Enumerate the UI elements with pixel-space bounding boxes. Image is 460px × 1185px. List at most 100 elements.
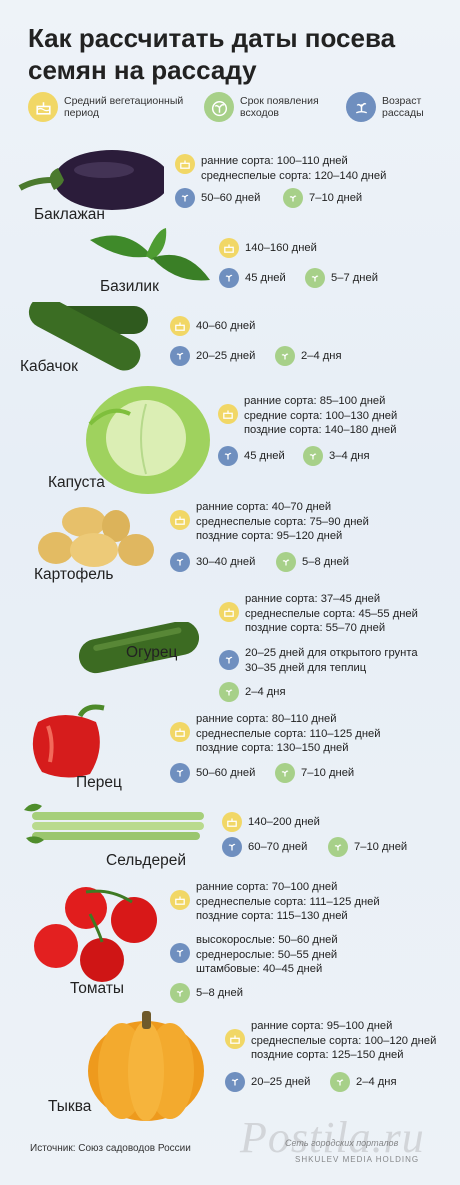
- vegetable-name: Капуста: [48, 474, 105, 491]
- eggplant-image: [18, 150, 164, 210]
- age-value: 20–25 дней: [251, 1076, 311, 1088]
- vegetation-line: поздние сорта: 125–150 дней: [251, 1049, 404, 1061]
- vegetable-pumpkin: Тыква ранние сорта: 95–100 дней среднесп…: [0, 1005, 460, 1121]
- basil-image: [90, 228, 210, 281]
- sprout-icon: [275, 763, 295, 783]
- age-line: 20–25 дней для открытого грунта: [245, 647, 418, 659]
- vegetation-line: поздние сорта: 130–150 дней: [196, 742, 349, 754]
- sprouts-row: 2–4 дня: [330, 1072, 397, 1092]
- sprouts-row: 5–8 дней: [170, 983, 243, 1003]
- vegetable-name: Томаты: [70, 980, 125, 997]
- vegetation-value: 140–200 дней: [248, 816, 320, 828]
- vegetation-lines: ранние сорта: 80–110 дней среднеспелые с…: [196, 712, 380, 756]
- seedling-hand-icon: [218, 446, 238, 466]
- seedling-hand-icon: [170, 346, 190, 366]
- sprout-icon: [204, 92, 234, 122]
- tomatoes-image: [34, 887, 157, 982]
- age-value: 50–60 дней: [201, 192, 261, 204]
- vegetation-lines: ранние сорта: 37–45 дней среднеспелые со…: [245, 592, 418, 636]
- age-row: высокорослые: 50–60 дней среднерослые: 5…: [170, 933, 338, 977]
- vegetation-line: ранние сорта: 95–100 дней: [251, 1020, 393, 1032]
- watermark-caption: Сеть городских порталов: [285, 1138, 399, 1148]
- source-note: Источник: Союз садоводов России: [30, 1143, 191, 1154]
- vegetation-lines: ранние сорта: 40–70 дней среднеспелые со…: [196, 500, 369, 544]
- sprout-icon: [276, 552, 296, 572]
- page-title: Как рассчитать даты посева семян на расс…: [28, 23, 396, 85]
- legend-vegetation-label: Средний вегетационный период: [64, 95, 184, 119]
- cake-icon: [219, 238, 239, 258]
- age-value: 45 дней: [244, 450, 285, 462]
- vegetation-line: среднеспелые сорта: 120–140 дней: [201, 169, 387, 182]
- vegetation-row: ранние сорта: 37–45 дней среднеспелые со…: [219, 592, 418, 636]
- age-row: 45 дней: [219, 268, 286, 288]
- age-lines: высокорослые: 50–60 дней среднерослые: 5…: [196, 933, 338, 977]
- vegetation-row: ранние сорта: 80–110 дней среднеспелые с…: [170, 712, 380, 756]
- age-value: 20–25 дней: [196, 350, 256, 362]
- age-value: 45 дней: [245, 272, 286, 284]
- vegetation-row: ранние сорта: 70–100 дней среднеспелые с…: [170, 880, 380, 924]
- vegetation-line: ранние сорта: 40–70 дней: [196, 501, 332, 513]
- age-row: 30–40 дней: [170, 552, 255, 572]
- vegetation-row: ранние сорта: 100–110 дней среднеспелые …: [175, 154, 386, 183]
- vegetation-line: поздние сорта: 55–70 дней: [245, 622, 386, 634]
- legend-age: Возраст рассады: [346, 92, 452, 122]
- cucumber-image: [78, 622, 200, 674]
- sprouts-row: 3–4 дня: [303, 446, 370, 466]
- zucchini-image: [28, 302, 148, 371]
- sprouts-value: 2–4 дня: [301, 350, 342, 362]
- sprouts-row: 5–8 дней: [276, 552, 349, 572]
- sprouts-value: 7–10 дней: [301, 767, 355, 779]
- age-row: 50–60 дней: [175, 188, 260, 208]
- vegetation-row: 140–160 дней: [219, 238, 317, 258]
- sprouts-row: 7–10 дней: [275, 763, 354, 783]
- sprouts-value: 7–10 дней: [354, 841, 408, 853]
- age-row: 60–70 дней: [222, 837, 307, 857]
- vegetation-row: 140–200 дней: [222, 812, 320, 832]
- seedling-hand-icon: [219, 268, 239, 288]
- seedling-hand-icon: [170, 552, 190, 572]
- age-value: 50–60 дней: [196, 767, 256, 779]
- sprout-icon: [328, 837, 348, 857]
- vegetable-basil: Базилик 140–160 дней 45 дней 5–7 дней: [0, 226, 460, 298]
- vegetable-zucchini: Кабачок 40–60 дней 20–25 дней 2–4 дня: [0, 302, 460, 382]
- seedling-hand-icon: [222, 837, 242, 857]
- cake-icon: [218, 404, 238, 424]
- age-row: 50–60 дней: [170, 763, 255, 783]
- cake-icon: [222, 812, 242, 832]
- vegetable-eggplant: Баклажан ранние сорта: 100–110 дней сред…: [0, 140, 460, 230]
- sprouts-value: 5–7 дней: [331, 272, 378, 284]
- vegetation-line: средние сорта: 100–130 дней: [244, 409, 398, 422]
- age-value: 30–40 дней: [196, 556, 256, 568]
- vegetation-lines: ранние сорта: 100–110 дней среднеспелые …: [201, 154, 386, 183]
- age-row: 20–25 дней: [170, 346, 255, 366]
- vegetation-row: ранние сорта: 40–70 дней среднеспелые со…: [170, 500, 369, 544]
- vegetable-potato: Картофель ранние сорта: 40–70 дней средн…: [0, 500, 460, 595]
- seedling-hand-icon: [225, 1072, 245, 1092]
- sprout-icon: [219, 682, 239, 702]
- pumpkin-image: [88, 1011, 204, 1121]
- vegetation-line: поздние сорта: 140–180 дней: [244, 424, 397, 436]
- vegetation-line: поздние сорта: 115–130 дней: [196, 910, 348, 922]
- sprouts-row: 7–10 дней: [283, 188, 362, 208]
- potato-image: [38, 507, 154, 567]
- vegetable-name: Кабачок: [20, 358, 78, 375]
- vegetation-line: ранние сорта: 80–110 дней: [196, 713, 337, 725]
- vegetation-line: ранние сорта: 70–100 дней: [196, 881, 338, 893]
- age-line: среднерослые: 50–55 дней: [196, 948, 338, 961]
- vegetation-line: среднеспелые сорта: 111–125 дней: [196, 895, 380, 908]
- vegetation-line: среднеспелые сорта: 45–55 дней: [245, 607, 418, 620]
- sprouts-value: 3–4 дня: [329, 450, 370, 462]
- sprouts-value: 2–4 дня: [356, 1076, 397, 1088]
- cabbage-image: [86, 386, 210, 494]
- vegetation-line: среднеспелые сорта: 110–125 дней: [196, 727, 381, 740]
- vegetation-line: среднеспелые сорта: 100–120 дней: [251, 1034, 437, 1047]
- sprouts-row: 7–10 дней: [328, 837, 407, 857]
- vegetation-lines: ранние сорта: 70–100 дней среднеспелые с…: [196, 880, 380, 924]
- sprouts-value: 2–4 дня: [245, 686, 286, 698]
- age-lines: 20–25 дней для открытого грунта 30–35 дн…: [245, 646, 418, 675]
- sprout-icon: [305, 268, 325, 288]
- vegetable-tomatoes: Томаты ранние сорта: 70–100 дней среднес…: [0, 880, 460, 1005]
- legend-sprouts: Срок появления всходов: [204, 92, 330, 122]
- age-row: 20–25 дней для открытого грунта 30–35 дн…: [219, 646, 418, 675]
- cake-icon: [225, 1029, 245, 1049]
